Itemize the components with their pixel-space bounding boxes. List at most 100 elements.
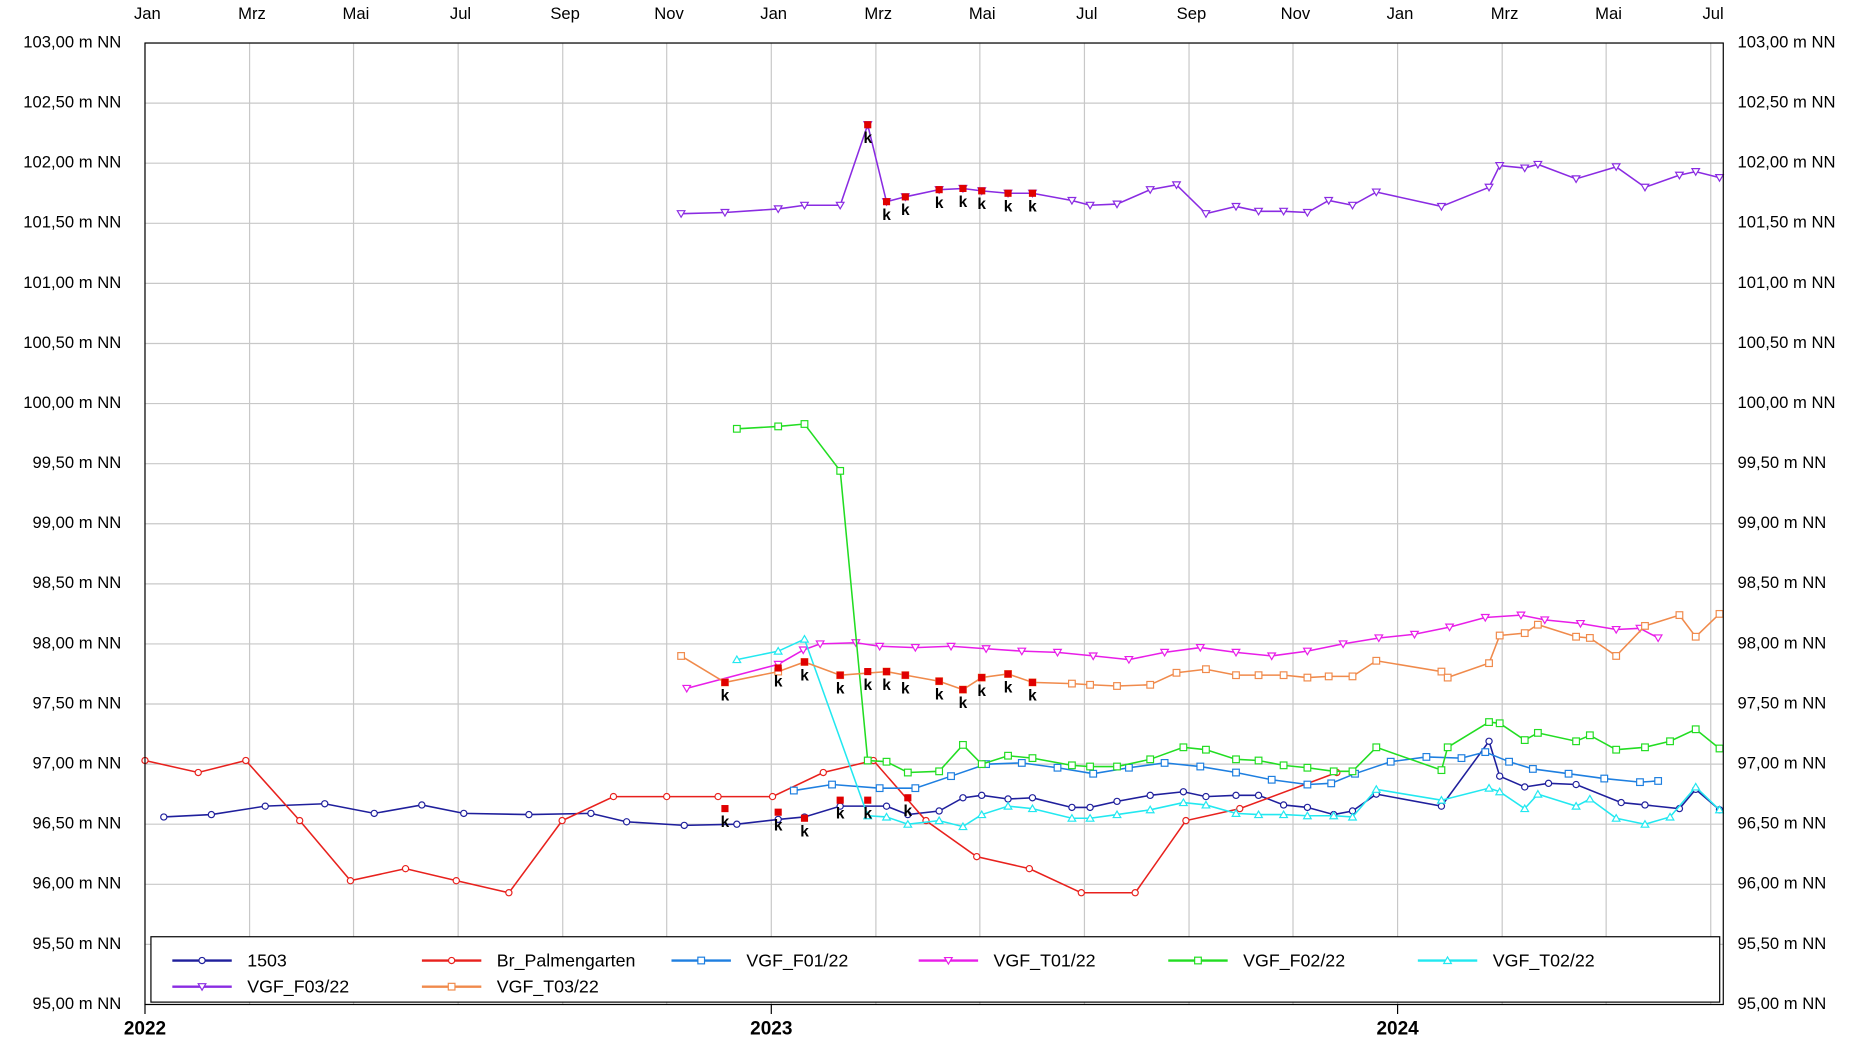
y2-tick-label: 97,00 m NN [1738, 754, 1827, 773]
marker [1372, 743, 1381, 752]
legend: 1503 Br_Palmengarten VGF_F01/22 VGF_T01/22 V… [172, 950, 1595, 998]
marker [680, 821, 688, 830]
marker [1611, 163, 1622, 172]
marker [959, 794, 967, 802]
marker [1585, 634, 1594, 642]
y-tick-label: 103,00 m NN [23, 32, 121, 51]
year-label: 2024 [1376, 1018, 1419, 1038]
annotation: k [800, 667, 809, 684]
annotation-marker [978, 187, 986, 195]
y2-tick-label: 101,00 m NN [1738, 273, 1836, 292]
marker [1494, 787, 1505, 796]
x-tick-label: Sep [1177, 4, 1207, 23]
y-tick-label: 102,50 m NN [23, 93, 121, 112]
marker [789, 786, 798, 795]
marker [321, 800, 329, 808]
marker [774, 422, 783, 431]
marker [1485, 737, 1493, 745]
annotation-marker [1028, 678, 1037, 686]
marker [1112, 809, 1122, 819]
marker [903, 768, 912, 777]
marker [1437, 667, 1446, 676]
marker [1519, 803, 1530, 813]
marker [1196, 762, 1205, 771]
annotation-marker [978, 674, 986, 682]
marker [1505, 757, 1513, 766]
y2-tick-label: 98,50 m NN [1738, 573, 1827, 592]
marker [1495, 631, 1504, 640]
axis-labels: 95,00 m NN 95,00 m NN 95,50 m NN 95,50 m NN… [23, 4, 1835, 1038]
marker [1691, 632, 1700, 641]
marker [1409, 630, 1420, 640]
marker [1494, 162, 1505, 171]
y2-tick-label: 96,00 m NN [1738, 874, 1827, 893]
series-line [681, 122, 1720, 215]
marker [946, 642, 956, 652]
marker [1715, 609, 1724, 618]
annotation: k [959, 194, 968, 211]
marker [1195, 643, 1206, 653]
annotation-marker [836, 796, 844, 804]
marker [977, 760, 986, 769]
marker [1665, 812, 1675, 821]
y-tick-label: 100,00 m NN [23, 393, 121, 412]
marker [1017, 758, 1026, 767]
marker [1202, 745, 1210, 754]
marker [1303, 763, 1312, 772]
marker [1146, 680, 1155, 689]
legend-marker [197, 983, 207, 992]
series-line [680, 613, 1721, 691]
annotation: k [901, 202, 910, 219]
marker [882, 802, 891, 810]
marker [207, 810, 216, 819]
marker [733, 820, 741, 828]
marker [1178, 797, 1189, 807]
y-tick-label: 96,00 m NN [33, 874, 122, 893]
marker [194, 768, 202, 777]
marker [800, 420, 809, 428]
marker [1085, 813, 1095, 822]
annotation: k [774, 818, 783, 835]
y2-tick-label: 102,00 m NN [1738, 153, 1836, 172]
marker [1533, 728, 1542, 737]
y2-tick-label: 98,00 m NN [1738, 633, 1827, 652]
marker [1571, 175, 1581, 184]
annotation: k [863, 130, 872, 147]
marker [1113, 797, 1121, 806]
y-tick-label: 98,50 m NN [33, 573, 122, 592]
marker [1443, 743, 1452, 752]
marker [1067, 196, 1077, 206]
marker [1303, 673, 1312, 682]
marker [1160, 758, 1169, 767]
marker [958, 821, 968, 831]
marker [1348, 672, 1357, 681]
marker [835, 201, 846, 211]
marker [1327, 779, 1336, 788]
marker [911, 784, 920, 793]
marker [1236, 804, 1244, 813]
y-tick-label: 97,50 m NN [33, 693, 122, 712]
y2-tick-label: 95,50 m NN [1738, 934, 1827, 953]
marker [346, 877, 355, 885]
marker [370, 809, 378, 818]
marker [1266, 652, 1277, 661]
annotation: k [721, 688, 730, 705]
annotation: k [836, 681, 845, 698]
marker [1171, 181, 1182, 190]
annotation: k [774, 673, 783, 690]
legend-marker [1194, 956, 1202, 965]
marker [1085, 201, 1095, 211]
y-tick-label: 100,50 m NN [23, 333, 121, 352]
marker [1112, 200, 1122, 209]
marker [1516, 611, 1526, 620]
marker [1253, 809, 1264, 819]
series-line [144, 759, 1338, 894]
marker [1572, 632, 1581, 641]
marker [1480, 613, 1491, 623]
marker [1371, 188, 1382, 197]
marker [768, 792, 777, 801]
marker [1436, 795, 1447, 804]
year-label: 2023 [750, 1018, 792, 1038]
marker [1674, 171, 1685, 180]
